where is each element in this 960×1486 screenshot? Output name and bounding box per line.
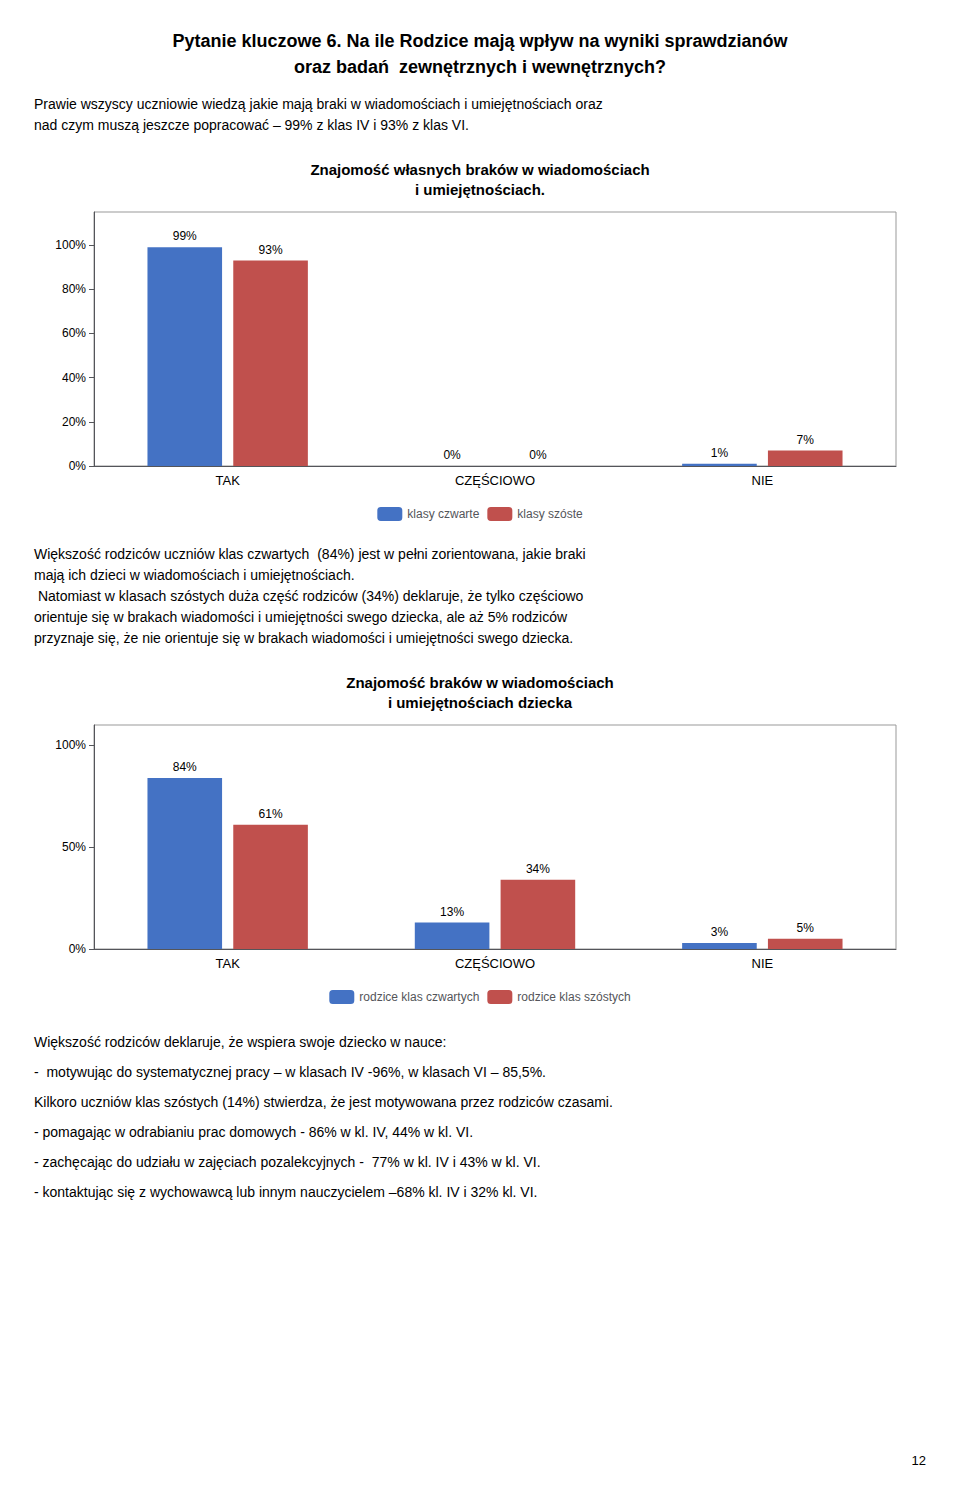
svg-text:5%: 5% <box>797 921 815 935</box>
svg-text:20%: 20% <box>62 415 86 429</box>
svg-text:34%: 34% <box>526 862 550 876</box>
svg-text:40%: 40% <box>62 371 86 385</box>
html-text:- pomagając w odrabianiu prac: - pomagając w odrabianiu prac domowych -… <box>34 1124 474 1140</box>
svg-text:rodzice klas szóstych: rodzice klas szóstych <box>517 990 630 1004</box>
svg-text:100%: 100% <box>55 738 86 752</box>
html-text:Większość rodziców deklaruje,: Większość rodziców deklaruje, że wspiera… <box>34 1034 447 1050</box>
svg-text:13%: 13% <box>440 905 464 919</box>
svg-text:50%: 50% <box>62 840 86 854</box>
html-text:- kontaktując się z wychowawcą: - kontaktując się z wychowawcą lub innym… <box>34 1184 538 1200</box>
svg-text:klasy czwarte: klasy czwarte <box>407 507 479 521</box>
html-text:Pytanie kluczowe 6. Na ile Rod: Pytanie kluczowe 6. Na ile Rodzice mają … <box>172 31 788 77</box>
html-text:Prawie wszyscy uczniowie wiedz: Prawie wszyscy uczniowie wiedzą jakie ma… <box>34 96 603 112</box>
svg-text:CZĘŚCIOWO: CZĘŚCIOWO <box>455 473 535 488</box>
svg-text:80%: 80% <box>62 282 86 296</box>
svg-text:1%: 1% <box>711 446 729 460</box>
html-text:Większość rodziców uczniów kla: Większość rodziców uczniów klas czwartyc… <box>34 546 586 562</box>
svg-text:i umiejętnościach dziecka: i umiejętnościach dziecka <box>388 694 573 711</box>
svg-text:NIE: NIE <box>751 956 773 971</box>
html-text:nad czym muszą jeszcze popraco: nad czym muszą jeszcze popracować – 99% … <box>34 117 469 133</box>
svg-text:84%: 84% <box>173 760 197 774</box>
svg-text:TAK: TAK <box>216 473 241 488</box>
svg-text:Znajomość braków w wiadomościa: Znajomość braków w wiadomościach <box>346 674 614 691</box>
svg-text:rodzice klas czwartych: rodzice klas czwartych <box>359 990 479 1004</box>
svg-text:100%: 100% <box>55 238 86 252</box>
svg-text:0%: 0% <box>69 942 87 956</box>
svg-text:0%: 0% <box>443 448 461 462</box>
html-text:- motywując do systematycznej: - motywując do systematycznej pracy – w … <box>34 1064 546 1080</box>
svg-text:99%: 99% <box>173 229 197 243</box>
svg-text:7%: 7% <box>797 433 815 447</box>
svg-text:TAK: TAK <box>216 956 241 971</box>
html-text:przyznaje się, że nie orientuj: przyznaje się, że nie orientuje się w br… <box>34 630 574 646</box>
svg-text:61%: 61% <box>259 807 283 821</box>
svg-text:3%: 3% <box>711 925 729 939</box>
svg-text:CZĘŚCIOWO: CZĘŚCIOWO <box>455 956 535 971</box>
html-text:Natomiast w klasach szóstych d: Natomiast w klasach szóstych duża część … <box>34 588 584 604</box>
html-text:orientuje się w brakach wiadom: orientuje się w brakach wiadomości i umi… <box>34 609 567 625</box>
html-text:- zachęcając do udziału w zaję: - zachęcając do udziału w zajęciach poza… <box>34 1154 541 1170</box>
html-text:12: 12 <box>911 1453 926 1468</box>
svg-text:60%: 60% <box>62 326 86 340</box>
svg-text:klasy szóste: klasy szóste <box>517 507 583 521</box>
html-text:mają ich dzieci w wiadomościac: mają ich dzieci w wiadomościach i umieję… <box>34 567 355 583</box>
svg-text:Znajomość własnych braków w wi: Znajomość własnych braków w wiadomościac… <box>310 161 649 178</box>
svg-text:0%: 0% <box>69 459 87 473</box>
svg-text:NIE: NIE <box>751 473 773 488</box>
svg-text:93%: 93% <box>259 243 283 257</box>
svg-text:0%: 0% <box>529 448 547 462</box>
svg-text:i umiejętnościach.: i umiejętnościach. <box>415 181 545 198</box>
html-text:Kilkoro uczniów klas szóstych: Kilkoro uczniów klas szóstych (14%) stwi… <box>34 1094 613 1110</box>
